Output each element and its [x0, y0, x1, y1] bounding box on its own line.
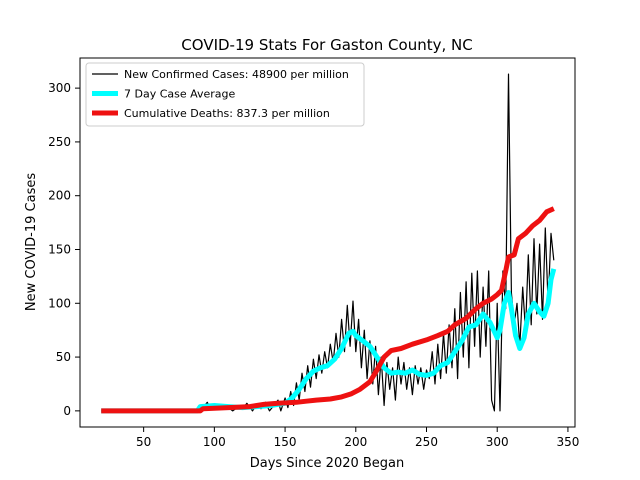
x-tick-label: 300 — [486, 435, 509, 449]
x-axis-ticks: 50 100 150 200 250 300 350 — [136, 427, 579, 449]
y-tick-label: 250 — [48, 135, 71, 149]
x-tick-label: 350 — [556, 435, 579, 449]
x-tick-label: 50 — [136, 435, 151, 449]
y-axis-label: New COVID-19 Cases — [24, 173, 39, 311]
chart-title: COVID-19 Stats For Gaston County, NC — [181, 36, 472, 54]
legend-entry-1: New Confirmed Cases: 48900 per million — [124, 68, 349, 81]
series-line-2 — [101, 268, 557, 414]
y-axis-ticks: 0 50 100 150 200 250 300 — [48, 81, 80, 418]
legend-entry-3: Cumulative Deaths: 837.3 per million — [124, 107, 330, 120]
axes-frame — [79, 57, 576, 428]
series-layer — [101, 73, 557, 414]
x-tick-label: 250 — [415, 435, 438, 449]
x-tick-label: 150 — [274, 435, 297, 449]
y-tick-label: 0 — [63, 404, 71, 418]
y-tick-label: 200 — [48, 189, 71, 203]
y-tick-label: 100 — [48, 296, 71, 310]
legend-box — [85, 62, 365, 127]
y-tick-label: 300 — [48, 81, 71, 95]
legend-entry-2: 7 Day Case Average — [124, 88, 236, 101]
series-line-3 — [101, 206, 555, 414]
x-tick-label: 200 — [344, 435, 367, 449]
y-tick-label: 50 — [56, 350, 71, 364]
x-axis-label: Days Since 2020 Began — [250, 456, 405, 471]
x-tick-label: 100 — [203, 435, 226, 449]
y-tick-label: 150 — [48, 242, 71, 256]
legend: New Confirmed Cases: 48900 per million 7 … — [85, 62, 365, 127]
